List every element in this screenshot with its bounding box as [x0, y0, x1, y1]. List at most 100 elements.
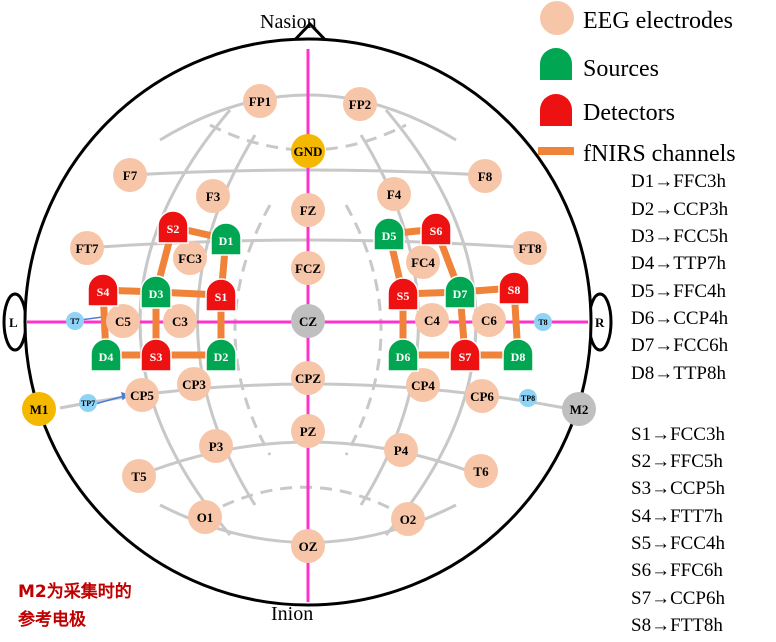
electrode-pz: PZ: [291, 414, 325, 448]
detector-label: S4: [97, 285, 110, 299]
electrode-marker: [66, 312, 84, 330]
electrode-label: C5: [115, 314, 131, 329]
electrode-marker: [291, 193, 325, 227]
electrode-c6: C6: [472, 303, 506, 337]
electrode-marker: [464, 454, 498, 488]
electrode-cpz: CPZ: [291, 361, 325, 395]
electrode-marker: [291, 414, 325, 448]
electrode-marker: [468, 159, 502, 193]
source-map-6: D6→CCP4h: [631, 308, 729, 329]
detector-label: S2: [167, 222, 180, 236]
detector-marker: [157, 210, 189, 244]
electrode-label: C3: [172, 314, 188, 329]
detector-label: S8: [508, 283, 521, 297]
source-map-8: D8→TTP8h: [631, 363, 727, 384]
electrode-marker: [377, 177, 411, 211]
electrode-marker: [291, 251, 325, 285]
source-d3: D3: [140, 275, 172, 309]
electrode-marker: [243, 84, 277, 118]
legend-channel-label: fNIRS channels: [583, 141, 736, 167]
detector-mapping-list: S1→FCC3h S2→FFC5h S3→CCP5h S4→FTT7h S5→F…: [631, 424, 725, 636]
detector-label: S5: [397, 289, 410, 303]
source-label: D5: [382, 229, 397, 243]
inion-label: Inion: [271, 603, 313, 625]
electrode-label: FT7: [75, 241, 99, 256]
source-map-4: D4→TTP7h: [631, 253, 727, 274]
detector-s8: S8: [498, 271, 530, 305]
legend-source-icon: [540, 48, 572, 80]
source-label: D6: [396, 350, 411, 364]
source-marker: [90, 338, 122, 372]
electrode-marker: [79, 394, 97, 412]
electrode-fp2: FP2: [343, 87, 377, 121]
nasion-label: Nasion: [260, 11, 317, 33]
electrode-label: FT8: [518, 241, 542, 256]
electrode-cp6: CP6: [465, 379, 499, 413]
electrode-label: CP6: [470, 389, 494, 404]
electrode-m2: M2: [562, 392, 596, 426]
source-d1: D1: [210, 222, 242, 256]
source-map-7: D7→FCC6h: [631, 335, 729, 356]
source-d2: D2: [205, 338, 237, 372]
electrode-fp1: FP1: [243, 84, 277, 118]
electrode-o1: O1: [188, 500, 222, 534]
electrode-label: F3: [206, 189, 221, 204]
electrode-marker: [196, 179, 230, 213]
reference-note-line1: M2为采集时的: [18, 581, 132, 602]
electrode-label: O2: [400, 512, 417, 527]
detector-marker: [87, 273, 119, 307]
electrode-label: CP5: [130, 388, 154, 403]
detector-s4: S4: [87, 273, 119, 307]
electrode-marker: [173, 241, 207, 275]
electrode-marker: [177, 367, 211, 401]
detector-marker: [140, 338, 172, 372]
source-marker: [502, 338, 534, 372]
legend-source-label: Sources: [583, 56, 659, 82]
detector-map-7: S7→CCP6h: [631, 588, 725, 609]
electrode-label: GND: [294, 144, 323, 159]
electrode-label: CZ: [299, 314, 317, 329]
electrode-ft8: FT8: [513, 231, 547, 265]
source-marker: [373, 217, 405, 251]
right-label: R: [595, 315, 605, 330]
electrode-label: CP4: [411, 378, 435, 393]
electrode-t5: T5: [122, 459, 156, 493]
legend-channel-icon: [538, 147, 574, 155]
detector-marker: [498, 271, 530, 305]
electrode-marker: [113, 158, 147, 192]
detector-s1: S1: [205, 278, 237, 312]
electrode-label: M1: [30, 402, 49, 417]
detector-map-2: S2→FFC5h: [631, 451, 723, 472]
electrode-marker: [465, 379, 499, 413]
source-marker: [210, 222, 242, 256]
electrode-marker: [406, 368, 440, 402]
detector-map-6: S6→FFC6h: [631, 560, 723, 581]
electrode-oz: OZ: [291, 529, 325, 563]
electrode-cp4: CP4: [406, 368, 440, 402]
detector-marker: [420, 212, 452, 246]
source-label: D8: [511, 350, 526, 364]
detector-map-5: S5→FCC4h: [631, 533, 725, 554]
electrode-label: CPZ: [295, 371, 321, 386]
electrode-marker: [384, 433, 418, 467]
electrode-label: FC4: [411, 255, 435, 270]
source-map-5: D5→FFC4h: [631, 281, 727, 302]
electrode-marker: [291, 529, 325, 563]
electrode-label: CP3: [182, 377, 206, 392]
electrode-marker: [163, 304, 197, 338]
legend-electrode-label: EEG electrodes: [583, 8, 733, 34]
electrode-marker: [291, 134, 325, 168]
source-label: D4: [99, 350, 114, 364]
electrode-marker: [472, 303, 506, 337]
source-d5: D5: [373, 217, 405, 251]
electrode-c3: C3: [163, 304, 197, 338]
electrode-marker: [125, 378, 159, 412]
electrode-cp5: CP5: [125, 378, 159, 412]
source-marker: [140, 275, 172, 309]
electrode-tp7: TP7: [79, 394, 97, 412]
detector-map-4: S4→FTT7h: [631, 506, 723, 527]
electrode-f8: F8: [468, 159, 502, 193]
detector-s5: S5: [387, 277, 419, 311]
electrode-label: FC3: [178, 251, 202, 266]
electrode-t8: T8: [534, 313, 552, 331]
